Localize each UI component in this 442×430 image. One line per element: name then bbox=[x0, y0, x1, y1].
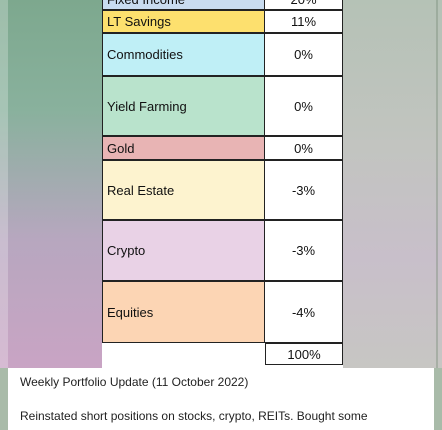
row-value: -4% bbox=[265, 281, 343, 343]
card-edge-left bbox=[0, 368, 8, 430]
message-card[interactable]: Weekly Portfolio Update (11 October 2022… bbox=[8, 368, 434, 430]
row-value: -3% bbox=[265, 220, 343, 281]
message-title: Weekly Portfolio Update (11 October 2022… bbox=[20, 375, 249, 389]
row-value: 0% bbox=[265, 33, 343, 76]
row-label: LT Savings bbox=[102, 10, 265, 33]
table-row: Equities -4% bbox=[102, 281, 343, 343]
row-label: Equities bbox=[102, 281, 265, 343]
table-row: Real Estate -3% bbox=[102, 160, 343, 220]
row-label: Real Estate bbox=[102, 160, 265, 220]
row-label: Fixed Income bbox=[102, 0, 265, 10]
card-edge-right bbox=[434, 368, 442, 430]
table-row: Commodities 0% bbox=[102, 33, 343, 76]
total-value: 100% bbox=[265, 343, 343, 365]
table-row: Crypto -3% bbox=[102, 220, 343, 281]
table-row: Gold 0% bbox=[102, 136, 343, 160]
row-label: Crypto bbox=[102, 220, 265, 281]
table-row-partial: Fixed Income 20% bbox=[102, 0, 343, 10]
table-row: Yield Farming 0% bbox=[102, 76, 343, 136]
row-value: 11% bbox=[265, 10, 343, 33]
background-left bbox=[0, 0, 102, 368]
row-label: Yield Farming bbox=[102, 76, 265, 136]
row-label: Gold bbox=[102, 136, 265, 160]
table-row: LT Savings 11% bbox=[102, 10, 343, 33]
row-value: 20% bbox=[265, 0, 343, 10]
row-value: 0% bbox=[265, 136, 343, 160]
message-body: Reinstated short positions on stocks, cr… bbox=[20, 409, 368, 423]
background-right bbox=[343, 0, 442, 368]
row-value: -3% bbox=[265, 160, 343, 220]
row-label: Commodities bbox=[102, 33, 265, 76]
row-value: 0% bbox=[265, 76, 343, 136]
